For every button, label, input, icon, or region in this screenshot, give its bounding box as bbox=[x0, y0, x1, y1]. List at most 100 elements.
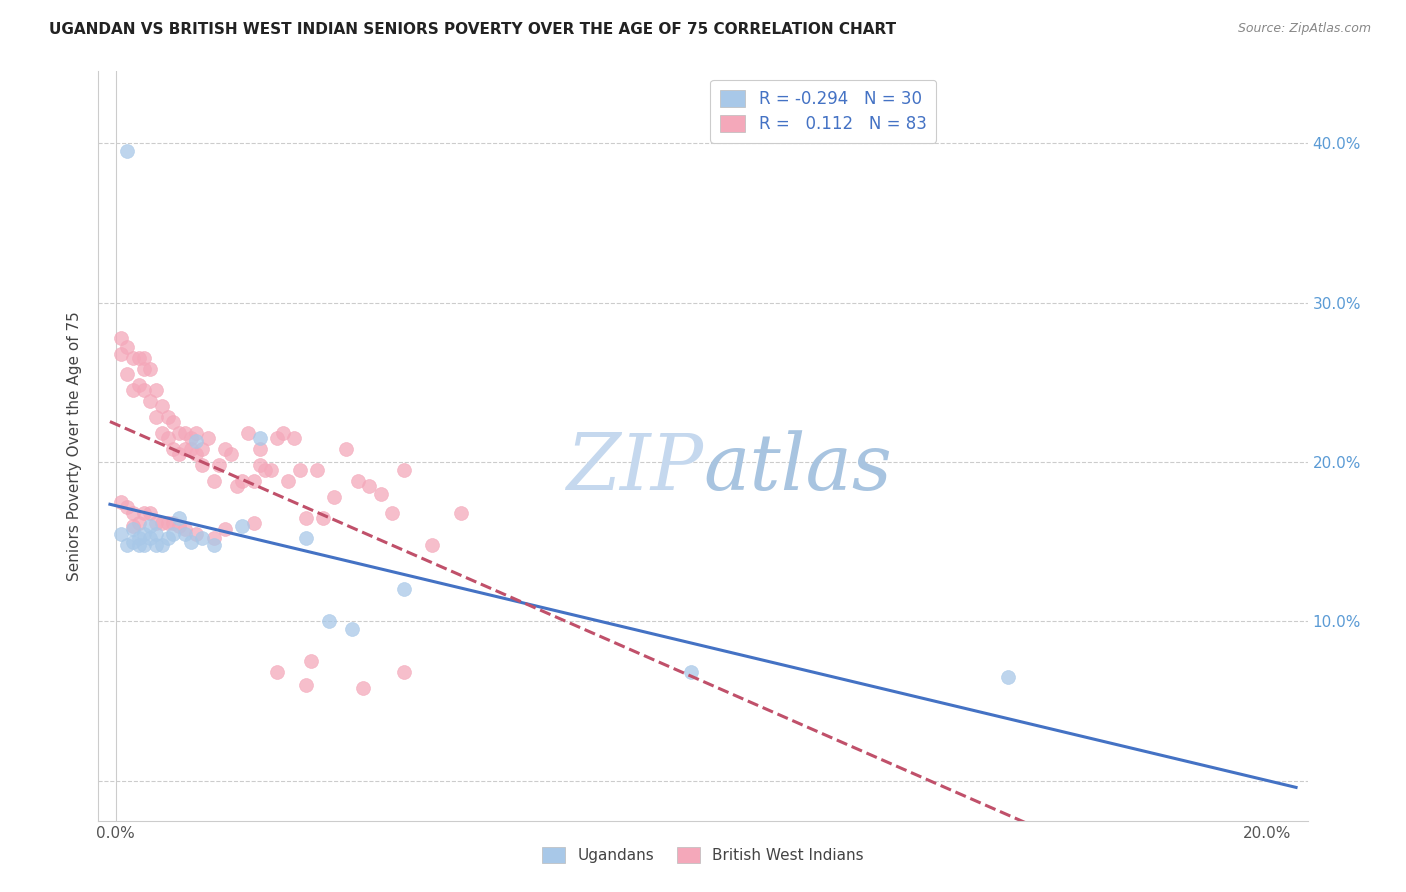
Point bbox=[288, 463, 311, 477]
Point bbox=[208, 458, 231, 472]
Point bbox=[231, 518, 253, 533]
Point bbox=[162, 442, 184, 457]
Point bbox=[392, 463, 415, 477]
Point bbox=[110, 346, 132, 360]
Point bbox=[191, 532, 214, 546]
Point bbox=[139, 394, 162, 409]
Point bbox=[225, 479, 247, 493]
Point bbox=[340, 623, 363, 637]
Point bbox=[162, 516, 184, 530]
Text: atlas: atlas bbox=[703, 430, 891, 507]
Point bbox=[134, 526, 156, 541]
Point bbox=[243, 516, 266, 530]
Point bbox=[115, 368, 138, 382]
Point bbox=[191, 458, 214, 472]
Point bbox=[134, 383, 156, 397]
Point bbox=[249, 458, 271, 472]
Point bbox=[294, 678, 316, 692]
Point bbox=[392, 665, 415, 680]
Point bbox=[134, 362, 156, 376]
Point bbox=[128, 378, 150, 392]
Point bbox=[202, 538, 225, 552]
Point bbox=[145, 383, 167, 397]
Point bbox=[115, 340, 138, 354]
Point bbox=[173, 426, 195, 441]
Point bbox=[186, 526, 208, 541]
Point bbox=[128, 516, 150, 530]
Point bbox=[150, 426, 173, 441]
Point bbox=[167, 518, 190, 533]
Point bbox=[139, 532, 162, 546]
Point bbox=[150, 516, 173, 530]
Point bbox=[115, 500, 138, 514]
Point bbox=[997, 670, 1019, 684]
Point bbox=[145, 516, 167, 530]
Point bbox=[122, 522, 145, 536]
Point bbox=[115, 144, 138, 158]
Point bbox=[357, 479, 380, 493]
Point bbox=[191, 442, 214, 457]
Point bbox=[110, 330, 132, 344]
Point bbox=[249, 442, 271, 457]
Point bbox=[150, 538, 173, 552]
Point bbox=[266, 431, 288, 445]
Point bbox=[318, 615, 340, 629]
Point bbox=[266, 665, 288, 680]
Point bbox=[346, 474, 368, 488]
Point bbox=[173, 522, 195, 536]
Point bbox=[139, 506, 162, 520]
Point bbox=[312, 510, 335, 524]
Point bbox=[202, 532, 225, 546]
Point bbox=[173, 442, 195, 457]
Point bbox=[392, 582, 415, 597]
Point bbox=[236, 426, 259, 441]
Y-axis label: Seniors Poverty Over the Age of 75: Seniors Poverty Over the Age of 75 bbox=[67, 311, 83, 581]
Point bbox=[139, 518, 162, 533]
Point bbox=[294, 510, 316, 524]
Point bbox=[186, 447, 208, 461]
Point bbox=[352, 681, 374, 696]
Point bbox=[294, 532, 316, 546]
Point bbox=[128, 351, 150, 366]
Point bbox=[156, 516, 179, 530]
Point bbox=[271, 426, 294, 441]
Point bbox=[115, 538, 138, 552]
Point bbox=[214, 442, 236, 457]
Point bbox=[156, 532, 179, 546]
Point bbox=[122, 383, 145, 397]
Point bbox=[128, 538, 150, 552]
Text: UGANDAN VS BRITISH WEST INDIAN SENIORS POVERTY OVER THE AGE OF 75 CORRELATION CH: UGANDAN VS BRITISH WEST INDIAN SENIORS P… bbox=[49, 22, 897, 37]
Point bbox=[307, 463, 329, 477]
Point bbox=[180, 431, 202, 445]
Point bbox=[277, 474, 299, 488]
Point bbox=[122, 351, 145, 366]
Point bbox=[110, 495, 132, 509]
Point bbox=[156, 431, 179, 445]
Point bbox=[186, 426, 208, 441]
Point bbox=[145, 538, 167, 552]
Point bbox=[128, 532, 150, 546]
Point bbox=[122, 534, 145, 549]
Point bbox=[243, 474, 266, 488]
Point bbox=[167, 426, 190, 441]
Point bbox=[180, 534, 202, 549]
Point bbox=[450, 506, 472, 520]
Text: ZIP: ZIP bbox=[565, 430, 703, 507]
Point bbox=[219, 447, 242, 461]
Point bbox=[186, 434, 208, 449]
Point bbox=[197, 431, 219, 445]
Point bbox=[249, 431, 271, 445]
Point bbox=[173, 526, 195, 541]
Point bbox=[145, 526, 167, 541]
Point bbox=[202, 474, 225, 488]
Point bbox=[134, 506, 156, 520]
Point bbox=[301, 654, 323, 668]
Point bbox=[162, 415, 184, 429]
Point bbox=[139, 362, 162, 376]
Point bbox=[254, 463, 277, 477]
Point bbox=[335, 442, 357, 457]
Point bbox=[167, 447, 190, 461]
Point bbox=[110, 526, 132, 541]
Text: Source: ZipAtlas.com: Source: ZipAtlas.com bbox=[1237, 22, 1371, 36]
Point bbox=[422, 538, 444, 552]
